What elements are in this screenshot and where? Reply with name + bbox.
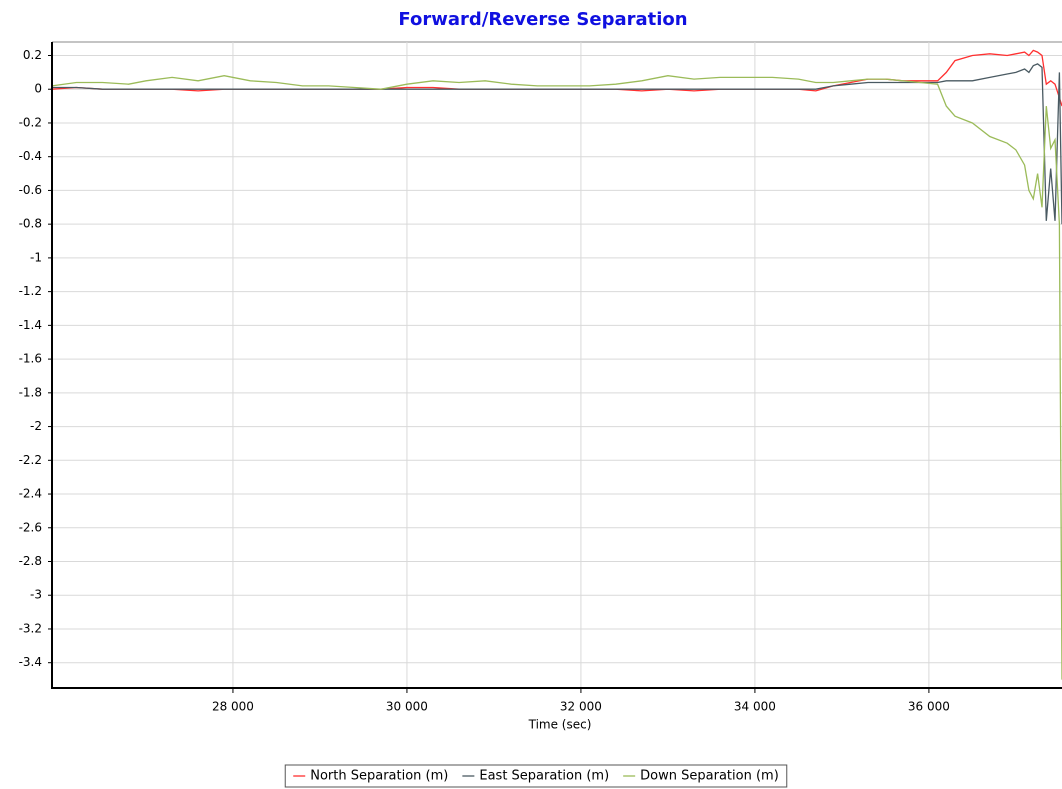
y-tick-label: 0 (34, 82, 42, 96)
y-tick-label: -1 (30, 250, 42, 264)
chart-title: Forward/Reverse Separation (398, 9, 687, 30)
legend-label: East Separation (m) (479, 769, 609, 784)
y-tick-label: -2.6 (19, 520, 42, 534)
y-tick-label: -1.6 (19, 352, 42, 366)
y-tick-label: -3.4 (19, 655, 42, 669)
legend-label: Down Separation (m) (640, 769, 779, 784)
x-axis-label: Time (sec) (528, 718, 592, 732)
y-tick-label: -2.4 (19, 487, 42, 501)
y-tick-label: -0.4 (19, 149, 42, 163)
y-tick-label: -2.8 (19, 554, 42, 568)
data-line (51, 49, 1062, 107)
y-tick-label: 0.2 (23, 48, 42, 62)
y-tick-label: -1.8 (19, 385, 42, 399)
y-tick-label: -1.4 (19, 318, 42, 332)
y-tick-label: -0.2 (19, 115, 42, 129)
x-tick-label: 28 000 (212, 700, 254, 714)
legend-label: North Separation (m) (310, 769, 448, 784)
y-tick-label: -0.8 (19, 217, 42, 231)
legend: North Separation (m) East Separation (m) D… (284, 764, 788, 788)
legend-box (284, 764, 788, 788)
data-line (52, 63, 1062, 225)
y-tick-label: -3 (30, 588, 42, 602)
x-tick-label: 34 000 (734, 700, 776, 714)
x-tick-label: 36 000 (908, 700, 950, 714)
x-tick-label: 30 000 (386, 700, 428, 714)
y-tick-label: -2.2 (19, 453, 42, 467)
x-tick-label: 32 000 (560, 700, 602, 714)
data-line (51, 75, 1062, 680)
y-tick-label: -2 (30, 419, 42, 433)
y-tick-label: -3.2 (19, 621, 42, 635)
y-tick-label: -0.6 (19, 183, 42, 197)
y-tick-label: -1.2 (19, 284, 42, 298)
